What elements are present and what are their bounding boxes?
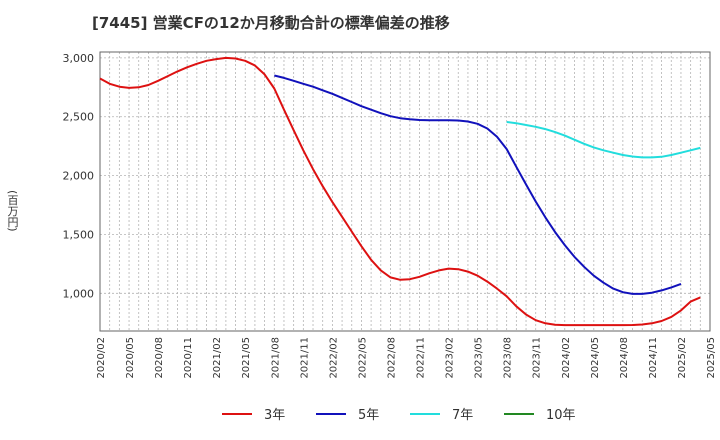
x-tick-label: 2023/11 <box>532 337 543 379</box>
y-tick-label: 2,500 <box>63 111 95 124</box>
x-tick-label: 2022/05 <box>357 337 368 379</box>
y-tick-label: 1,000 <box>63 287 95 300</box>
legend-label: 5年 <box>358 408 379 423</box>
x-tick-label: 2024/08 <box>619 337 630 379</box>
plot-area <box>100 52 710 331</box>
x-tick-label: 2024/05 <box>590 337 601 379</box>
x-tick-label: 2025/02 <box>677 337 688 379</box>
x-tick-label: 2023/02 <box>445 337 456 379</box>
x-tick-label: 2021/11 <box>299 337 310 379</box>
x-tick-label: 2021/02 <box>212 337 223 379</box>
x-tick-label: 2024/02 <box>561 337 572 379</box>
chart-title: [7445] 営業CFの12か月移動合計の標準偏差の推移 <box>92 14 450 32</box>
x-tick-label: 2022/08 <box>386 337 397 379</box>
x-tick-label: 2023/08 <box>503 337 514 379</box>
x-tick-label: 2025/05 <box>706 337 717 379</box>
x-tick-label: 2021/05 <box>241 337 252 379</box>
y-tick-label: 1,500 <box>63 228 95 241</box>
y-tick-label: 3,000 <box>63 52 95 65</box>
y-tick-label: 2,000 <box>63 170 95 183</box>
series-line <box>506 121 701 159</box>
series-line <box>99 56 701 327</box>
legend-label: 3年 <box>264 408 285 423</box>
x-tick-label: 2020/02 <box>96 337 107 379</box>
x-tick-label: 2024/11 <box>648 337 659 379</box>
x-tick-label: 2022/11 <box>416 337 427 379</box>
x-tick-label: 2021/08 <box>270 337 281 379</box>
legend-label: 10年 <box>546 408 576 423</box>
x-tick-label: 2020/11 <box>183 337 194 379</box>
x-tick-label: 2023/05 <box>474 337 485 379</box>
x-tick-label: 2022/02 <box>328 337 339 379</box>
legend-label: 7年 <box>452 408 473 423</box>
x-tick-label: 2020/08 <box>154 337 165 379</box>
series-line <box>274 74 682 295</box>
x-tick-label: 2020/05 <box>125 337 136 379</box>
y-axis-label: (百万円) <box>6 190 19 232</box>
plot-frame <box>99 51 711 332</box>
